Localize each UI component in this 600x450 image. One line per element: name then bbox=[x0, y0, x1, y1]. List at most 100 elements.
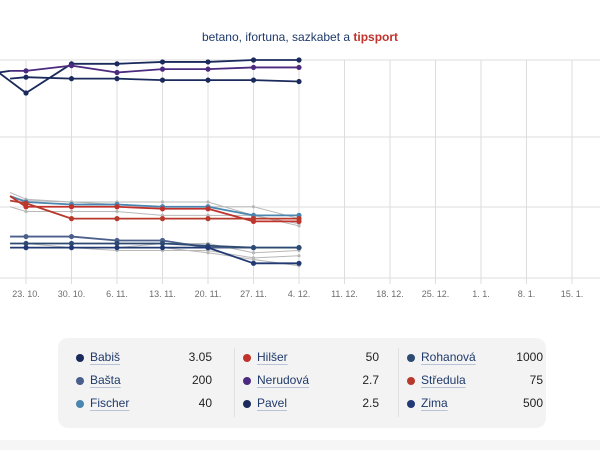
legend-value: 1000 bbox=[516, 350, 543, 364]
x-tick-label: 25. 12. bbox=[422, 289, 450, 299]
series-line-point bbox=[23, 200, 29, 206]
grey-series-line-point bbox=[251, 257, 256, 262]
series-line-point bbox=[23, 74, 29, 80]
title-brand-betano[interactable]: betano bbox=[201, 30, 239, 44]
legend-value: 50 bbox=[365, 350, 379, 364]
series-line-point bbox=[250, 57, 257, 63]
series-line-point bbox=[159, 245, 166, 251]
series-line-point bbox=[114, 69, 120, 76]
title-brand-sazkabet[interactable]: sazkabet bbox=[292, 30, 341, 44]
grey-series-line-point bbox=[160, 200, 165, 204]
series-line bbox=[10, 246, 299, 265]
title-brand-ifortuna[interactable]: ifortuna bbox=[245, 30, 286, 44]
x-tick-label: 18. 12. bbox=[376, 289, 404, 299]
legend-column-1: Babiš 3.05 Bašta 200 Fischer 40 bbox=[72, 348, 222, 417]
series-line-point bbox=[68, 245, 75, 251]
series-line-point bbox=[114, 240, 120, 247]
legend-item[interactable]: Zima 500 bbox=[403, 394, 553, 417]
x-tick-label: 30. 10. bbox=[58, 289, 86, 299]
series-line bbox=[10, 64, 299, 74]
grey-series-line bbox=[9, 206, 300, 227]
series-line-point bbox=[250, 77, 257, 83]
series-line-point bbox=[23, 68, 29, 74]
legend-item[interactable]: Hilšer 50 bbox=[239, 348, 389, 371]
series-line-point bbox=[68, 240, 75, 247]
series-line-point bbox=[114, 216, 120, 222]
legend-dot-icon bbox=[407, 400, 415, 408]
x-tick-label: 20. 11. bbox=[195, 289, 222, 299]
series-line-point bbox=[205, 66, 211, 72]
legend-value: 2.7 bbox=[362, 373, 379, 387]
legend-value: 2.5 bbox=[362, 396, 379, 410]
legend-name[interactable]: Zima bbox=[421, 396, 448, 410]
legend-name[interactable]: Hilšer bbox=[257, 350, 288, 364]
series-line-point bbox=[23, 245, 29, 251]
series-line-point bbox=[159, 66, 166, 72]
series-line-point bbox=[23, 90, 29, 96]
series-line-point bbox=[159, 216, 166, 222]
x-tick-label: 1. 1. bbox=[472, 289, 490, 299]
grey-series-line-point bbox=[206, 200, 210, 204]
legend-name[interactable]: Bašta bbox=[90, 373, 121, 387]
legend-dot-icon bbox=[407, 354, 415, 362]
legend-name[interactable]: Pavel bbox=[257, 396, 288, 410]
x-tick-label: 4. 12. bbox=[288, 289, 311, 299]
series-line bbox=[9, 76, 300, 83]
series-line-point bbox=[159, 77, 166, 83]
legend-item[interactable]: Babiš 3.05 bbox=[72, 348, 222, 371]
legend-dot-icon bbox=[407, 377, 415, 385]
legend-value: 75 bbox=[529, 373, 543, 387]
series-line-point bbox=[68, 233, 75, 240]
legend-column-2: Hilšer 50 Nerudová 2.7 Pavel 2.5 bbox=[234, 348, 389, 417]
legend-dot-icon bbox=[243, 377, 251, 385]
legend-item[interactable]: Nerudová 2.7 bbox=[239, 371, 389, 394]
legend-name[interactable]: Středula bbox=[421, 373, 466, 387]
chart-title: betano, ifortuna, sazkabet a tipsport bbox=[0, 30, 600, 44]
series-line-point bbox=[296, 245, 302, 251]
grey-series-line-point bbox=[24, 209, 28, 214]
series-line-point bbox=[250, 216, 257, 222]
title-sep-1: , bbox=[238, 30, 246, 44]
legend-name[interactable]: Fischer bbox=[90, 396, 130, 410]
legend-item[interactable]: Fischer 40 bbox=[72, 394, 222, 417]
series-line-point bbox=[23, 233, 29, 240]
series-line-point bbox=[159, 206, 166, 212]
x-tick-label: 6. 11. bbox=[106, 289, 128, 299]
series-line-point bbox=[205, 206, 211, 212]
legend-name[interactable]: Babiš bbox=[90, 350, 121, 364]
legend-dot-icon bbox=[76, 377, 84, 385]
legend-item[interactable]: Středula 75 bbox=[403, 371, 553, 394]
series-line-point bbox=[114, 61, 120, 67]
series-line-point bbox=[296, 64, 302, 71]
series-line-point bbox=[250, 260, 257, 266]
legend-value: 3.05 bbox=[188, 350, 212, 364]
legend-name[interactable]: Nerudová bbox=[257, 373, 310, 387]
grey-series-line-point bbox=[297, 254, 301, 258]
legend-value: 200 bbox=[191, 373, 212, 387]
grey-series-line-point bbox=[251, 251, 256, 255]
x-tick-label: 8. 1. bbox=[518, 289, 536, 299]
series-line-point bbox=[68, 216, 75, 222]
legend-item[interactable]: Pavel 2.5 bbox=[239, 394, 389, 417]
series-line-point bbox=[205, 245, 211, 251]
series-line-point bbox=[114, 76, 120, 82]
title-brand-tipsport[interactable]: tipsport bbox=[353, 30, 399, 44]
x-tick-label: 15. 1. bbox=[561, 289, 584, 299]
legend-name[interactable]: Rohanová bbox=[421, 350, 476, 364]
series-line-point bbox=[68, 76, 75, 82]
chart-card: betano, ifortuna, sazkabet a tipsport 23… bbox=[0, 30, 600, 428]
legend-dot-icon bbox=[76, 354, 84, 362]
x-tick-label: 11. 12. bbox=[331, 289, 358, 299]
grey-series-line-point bbox=[251, 205, 256, 209]
series-line-point bbox=[114, 204, 120, 210]
series-line bbox=[9, 195, 299, 217]
title-conjunction: a bbox=[340, 30, 354, 44]
line-chart: 23. 10. 30. 10. 6. 11. 13. 11. 20. 11. 27. 11… bbox=[0, 57, 600, 299]
legend-dot-icon bbox=[243, 354, 251, 362]
legend-item[interactable]: Rohanová 1000 bbox=[403, 348, 553, 371]
legend-item[interactable]: Bašta 200 bbox=[72, 371, 222, 394]
series-line-point bbox=[68, 204, 75, 210]
series-line-point bbox=[296, 57, 302, 63]
series-line-point bbox=[68, 63, 75, 69]
x-tick-label: 13. 11. bbox=[149, 289, 176, 299]
